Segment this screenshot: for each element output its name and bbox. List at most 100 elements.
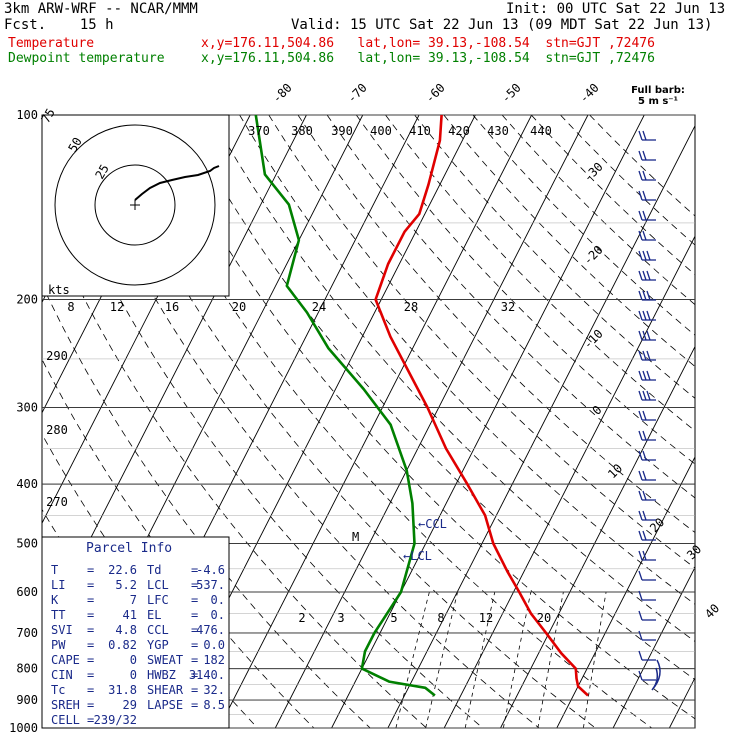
speed-scale-label: 24 (312, 300, 326, 314)
mixing-ratio-label: 8 (437, 611, 444, 625)
barb-flag (642, 470, 647, 481)
dry-adiabat-line (180, 115, 695, 681)
isotherm-line (331, 115, 645, 728)
parcel-info-value: 537. (196, 578, 225, 592)
wind-barb (638, 250, 656, 261)
barb-legend-value: 5 m s⁻¹ (638, 96, 678, 107)
parcel-info-key: EL (147, 608, 161, 622)
barb-flag (642, 210, 647, 221)
theta-label: 380 (291, 124, 313, 138)
barb-flag (638, 270, 643, 281)
parcel-info-key: PW (51, 638, 66, 652)
wind-barb (638, 450, 656, 461)
isotherm-line (500, 345, 695, 728)
valid-time: Valid: 15 UTC Sat 22 Jun 13 (09 MDT Sat … (291, 17, 713, 33)
parcel-info-eq: = (87, 563, 94, 577)
barb-flag (638, 530, 643, 541)
parcel-info-value: 239/32 (94, 713, 137, 727)
theta-label: 440 (530, 124, 552, 138)
barb-flag (646, 250, 651, 261)
dry-adiabat-line (297, 115, 695, 534)
barb-flag (638, 210, 643, 221)
dry-adiabat-line (531, 115, 695, 276)
parcel-info-value: -4.6 (196, 563, 225, 577)
isotherm-label: 30 (684, 542, 704, 562)
barb-flag (642, 450, 647, 461)
pressure-tick-label: 800 (16, 662, 38, 676)
pressure-tick-label: 700 (16, 626, 38, 640)
dry-adiabat-line (501, 115, 695, 306)
hodograph-ring (54, 124, 216, 286)
theta-label: 430 (487, 124, 509, 138)
wind-barb (638, 470, 656, 481)
mixing-ratio-label: 5 (390, 611, 397, 625)
mixing-ratio-line (583, 591, 607, 728)
barb-flag (638, 130, 643, 141)
wind-barb (638, 330, 656, 341)
parcel-info-key: CIN (51, 668, 73, 682)
model-title: 3km ARW-WRF -- NCAR/MMM (4, 1, 198, 17)
speed-scale-label: 16 (165, 300, 179, 314)
barb-flag (642, 270, 647, 281)
parcel-info-value: 22.6 (108, 563, 137, 577)
parcel-info-value: 29 (123, 698, 137, 712)
parcel-info-key: K (51, 593, 59, 607)
wind-barb (638, 430, 656, 441)
parcel-info-value: 4.8 (115, 623, 137, 637)
pressure-tick-label: 100 (16, 108, 38, 122)
parcel-info-key: LI (51, 578, 65, 592)
dry-adiabat-line (414, 115, 695, 399)
barb-flag (642, 130, 647, 141)
parcel-info-eq: = (191, 623, 198, 637)
parcel-info-key: SREH (51, 698, 80, 712)
theta-label: 400 (370, 124, 392, 138)
barb-flag (642, 530, 647, 541)
mixing-ratio-label: 3 (337, 611, 344, 625)
temperature-trace (374, 115, 589, 697)
dry-adiabat-line (472, 115, 695, 336)
sounding-traces (254, 115, 589, 697)
parcel-info-key: SVI (51, 623, 73, 637)
barb-flag (642, 390, 647, 401)
parcel-info-eq: = (87, 638, 94, 652)
wind-barb (638, 550, 656, 561)
barb-flag (638, 250, 643, 261)
wind-barb (638, 670, 656, 681)
forecast-hour: Fcst. 15 h (4, 17, 114, 33)
barb-flag (642, 330, 647, 341)
barb-flag (638, 650, 643, 661)
wind-barb (638, 210, 656, 221)
barb-flag (646, 370, 651, 381)
parcel-info-value: 0 (130, 668, 137, 682)
wind-barb (638, 190, 656, 201)
isotherm-label: -40 (577, 81, 602, 106)
dewpoint-legend: Dewpoint temperature (8, 51, 165, 66)
barb-flag (638, 410, 643, 421)
hodograph-ring-label: 50 (65, 135, 84, 155)
isotherm-label: 10 (605, 461, 625, 481)
hodograph-units: kts (48, 283, 70, 297)
parcel-info-eq: = (191, 638, 198, 652)
mixing-ratio-line (395, 591, 430, 728)
parcel-info-value: 182 (203, 653, 225, 667)
parcel-info-eq: = (191, 578, 198, 592)
parcel-info-value: 7 (130, 593, 137, 607)
isotherm-line (668, 676, 695, 728)
barb-flag (638, 350, 643, 361)
dry-adiabat-line (385, 115, 695, 432)
parcel-info-key: LCL (147, 578, 169, 592)
pressure-tick-label: 300 (16, 400, 38, 414)
isotherm-line (387, 124, 695, 728)
barb-flag (642, 230, 647, 241)
theta-label: 390 (331, 124, 353, 138)
mixing-ratio-line (464, 591, 496, 728)
isotherm-line (274, 115, 589, 728)
barb-flag (638, 430, 643, 441)
theta-label: 410 (409, 124, 431, 138)
speed-scale-label: 32 (501, 300, 515, 314)
pressure-tick-label: 200 (16, 293, 38, 307)
barb-flag (646, 270, 651, 281)
barb-flag (638, 470, 643, 481)
parcel-info-value: 41 (123, 608, 137, 622)
